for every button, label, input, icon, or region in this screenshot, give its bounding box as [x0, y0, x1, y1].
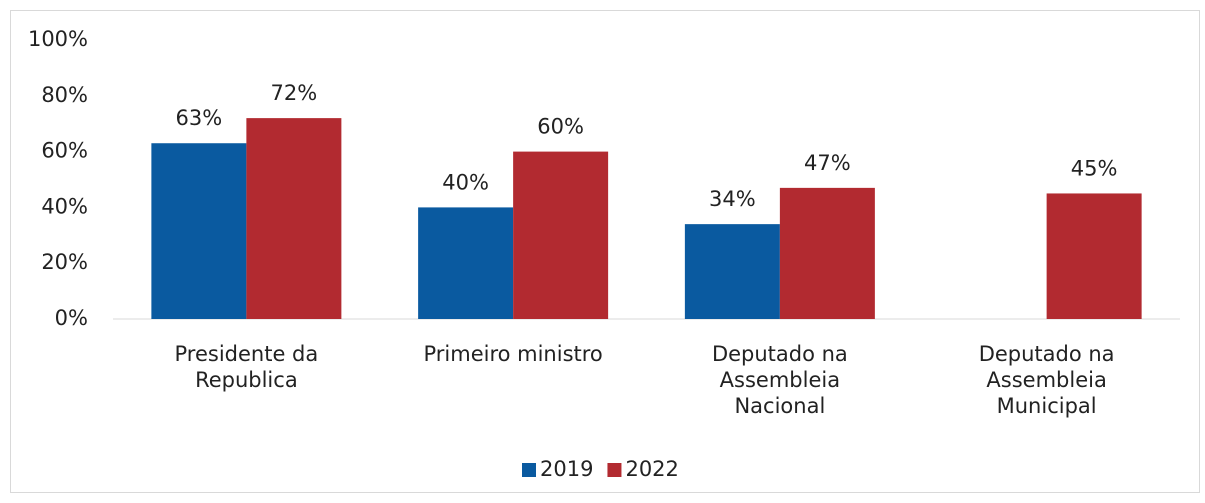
y-tick-label: 0% — [55, 306, 88, 330]
legend-label: 2019 — [540, 457, 593, 481]
y-tick-label: 80% — [41, 83, 88, 107]
bar — [684, 224, 780, 319]
bar — [779, 187, 875, 319]
y-tick-label: 20% — [41, 250, 88, 274]
data-label: 60% — [537, 115, 584, 139]
data-label: 34% — [709, 187, 756, 211]
legend-label: 2022 — [625, 457, 678, 481]
legend-swatch — [607, 463, 622, 477]
y-tick-label: 40% — [41, 194, 88, 218]
x-tick-label: Primeiro ministro — [423, 342, 603, 366]
data-label: 63% — [176, 106, 223, 130]
x-tick-label: Presidente da Republica — [174, 342, 319, 392]
bar — [513, 151, 609, 319]
bar — [246, 118, 342, 320]
data-label: 40% — [442, 170, 489, 194]
legend-swatch — [522, 463, 536, 477]
x-tick-label: Deputado na Assembleia Nacional — [711, 342, 848, 418]
bar — [1046, 193, 1142, 319]
y-tick-label: 100% — [28, 27, 88, 51]
data-label: 72% — [271, 81, 318, 105]
chart-border — [10, 10, 1200, 493]
data-label: 45% — [1071, 156, 1118, 180]
x-tick-label: Deputado na Assembleia Municipal — [978, 342, 1115, 418]
data-label: 47% — [804, 151, 851, 175]
bar — [418, 207, 514, 319]
bar — [151, 143, 247, 319]
y-tick-label: 60% — [41, 139, 88, 163]
